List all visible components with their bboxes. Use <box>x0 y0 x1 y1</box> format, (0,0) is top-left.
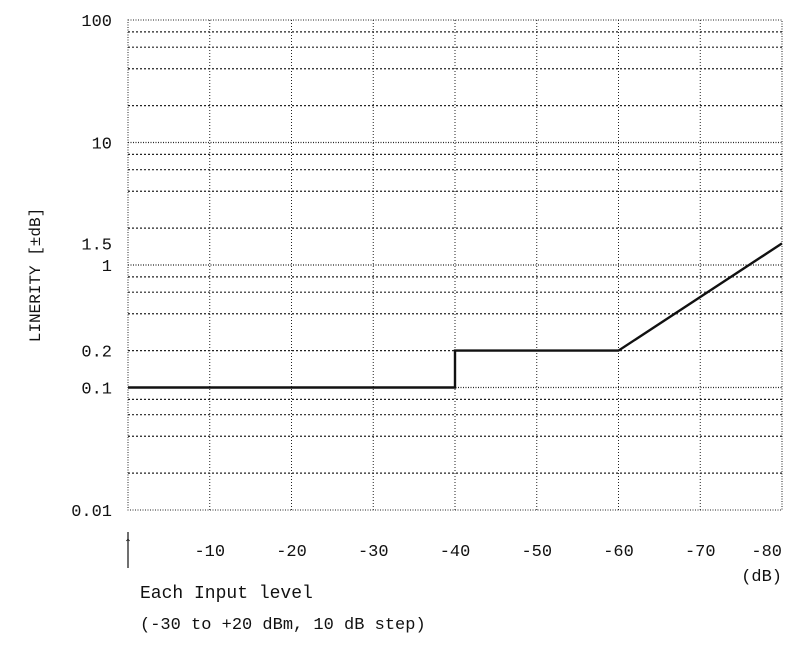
y-tick-label: 0.2 <box>81 344 112 363</box>
x-tick-label: -10 <box>194 543 225 562</box>
x-tick-label: -70 <box>685 543 716 562</box>
y-tick-label: 10 <box>92 136 112 155</box>
grid <box>127 19 783 511</box>
linearity-series-line <box>128 242 783 389</box>
x-tick-label: -50 <box>521 543 552 562</box>
x-tick-label: -30 <box>358 543 389 562</box>
input-level-note: Each Input level <box>140 584 313 604</box>
x-tick-label: -80 <box>751 543 782 562</box>
input-level-arrow-icon: ↑ <box>123 535 133 554</box>
x-tick-label: -60 <box>603 543 634 562</box>
y-tick-label: 1.5 <box>81 236 112 255</box>
x-axis-unit: (dB) <box>741 568 782 587</box>
x-tick-label: -40 <box>440 543 471 562</box>
input-level-range-note: (-30 to +20 dBm, 10 dB step) <box>140 616 426 635</box>
y-tick-label: 1 <box>102 258 112 277</box>
y-axis-title: LINERITY [±dB] <box>27 208 45 342</box>
tick-labels: -10 -20 -30 -40 -50 -60 -70 -80 100 10 1.5 1 0.2 0.1 0… <box>71 13 782 568</box>
y-tick-label: 0.1 <box>81 381 112 400</box>
y-tick-label: 100 <box>81 13 112 32</box>
x-tick-label: -20 <box>276 543 307 562</box>
y-tick-label: 0.01 <box>71 503 112 522</box>
series-layer <box>128 242 783 389</box>
